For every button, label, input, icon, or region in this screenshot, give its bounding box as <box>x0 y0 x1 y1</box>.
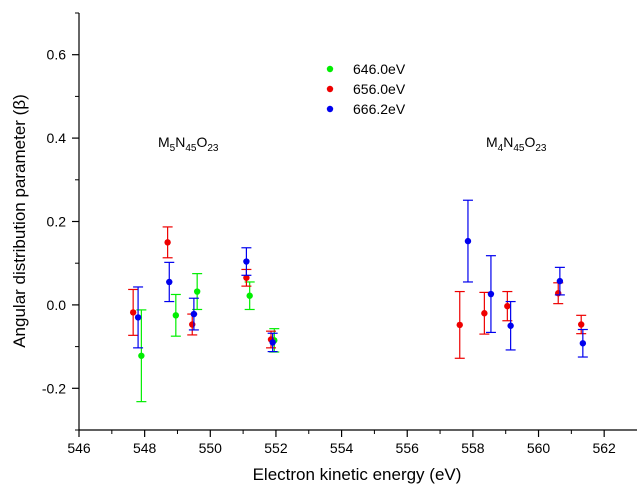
data-point <box>129 309 137 316</box>
annotation-label: M5N45O23 <box>158 134 219 154</box>
data-point <box>556 277 564 285</box>
legend: 646.0eV 656.0eV 666.2eV <box>326 61 406 117</box>
data-point <box>246 292 253 299</box>
data-point <box>166 278 173 286</box>
data-point <box>172 312 180 319</box>
data-point <box>504 302 511 310</box>
legend-label: 646.0eV <box>353 61 406 77</box>
x-tick-label: 560 <box>527 440 551 456</box>
x-tick-label: 558 <box>461 440 485 456</box>
y-tick-label: 0.6 <box>47 47 67 63</box>
data-point <box>269 339 276 346</box>
data-point <box>243 258 250 265</box>
data-point <box>243 274 250 281</box>
y-tick-label: 0.2 <box>47 214 67 230</box>
data-point <box>481 310 488 317</box>
legend-label: 666.2eV <box>353 101 406 117</box>
x-tick-label: 550 <box>199 440 223 456</box>
data-point <box>507 322 514 329</box>
y-tick-label: 0.4 <box>47 130 67 146</box>
x-axis-title: Electron kinetic energy (eV) <box>253 465 462 484</box>
y-axis: -0.2 0.0 0.2 0.4 0.6 <box>42 12 79 431</box>
data-point <box>138 352 145 359</box>
data-point <box>578 321 585 328</box>
x-tick-label: 562 <box>592 440 616 456</box>
annotation-label: M4N45O23 <box>486 134 547 154</box>
data-point <box>487 290 495 298</box>
data-point <box>193 288 201 295</box>
data-point <box>456 321 463 329</box>
series-layer <box>128 199 588 403</box>
data-point <box>579 340 587 347</box>
legend-label: 656.0eV <box>353 81 406 97</box>
data-point <box>134 314 142 321</box>
x-tick-label: 548 <box>133 440 157 456</box>
data-point <box>164 239 171 246</box>
x-tick-label: 552 <box>264 440 288 456</box>
annotation-layer: M5N45O23 M4N45O23 <box>158 134 547 154</box>
legend-marker <box>326 105 334 113</box>
y-tick-label: -0.2 <box>42 380 66 396</box>
y-axis-title: Angular distribution parameter (β) <box>10 94 29 348</box>
data-point <box>190 310 198 318</box>
x-tick-label: 556 <box>396 440 420 456</box>
x-tick-label: 554 <box>330 440 354 456</box>
series-666.2eV <box>133 199 588 358</box>
x-tick-label: 546 <box>67 440 91 456</box>
legend-marker <box>326 65 334 73</box>
x-axis: 546 548 550 552 554 556 558 560 562 <box>67 430 616 456</box>
series-646.0eV <box>136 273 280 403</box>
data-point <box>464 237 472 245</box>
y-tick-label: 0.0 <box>47 297 67 313</box>
series-656.0eV <box>128 226 587 359</box>
legend-marker <box>326 85 334 93</box>
